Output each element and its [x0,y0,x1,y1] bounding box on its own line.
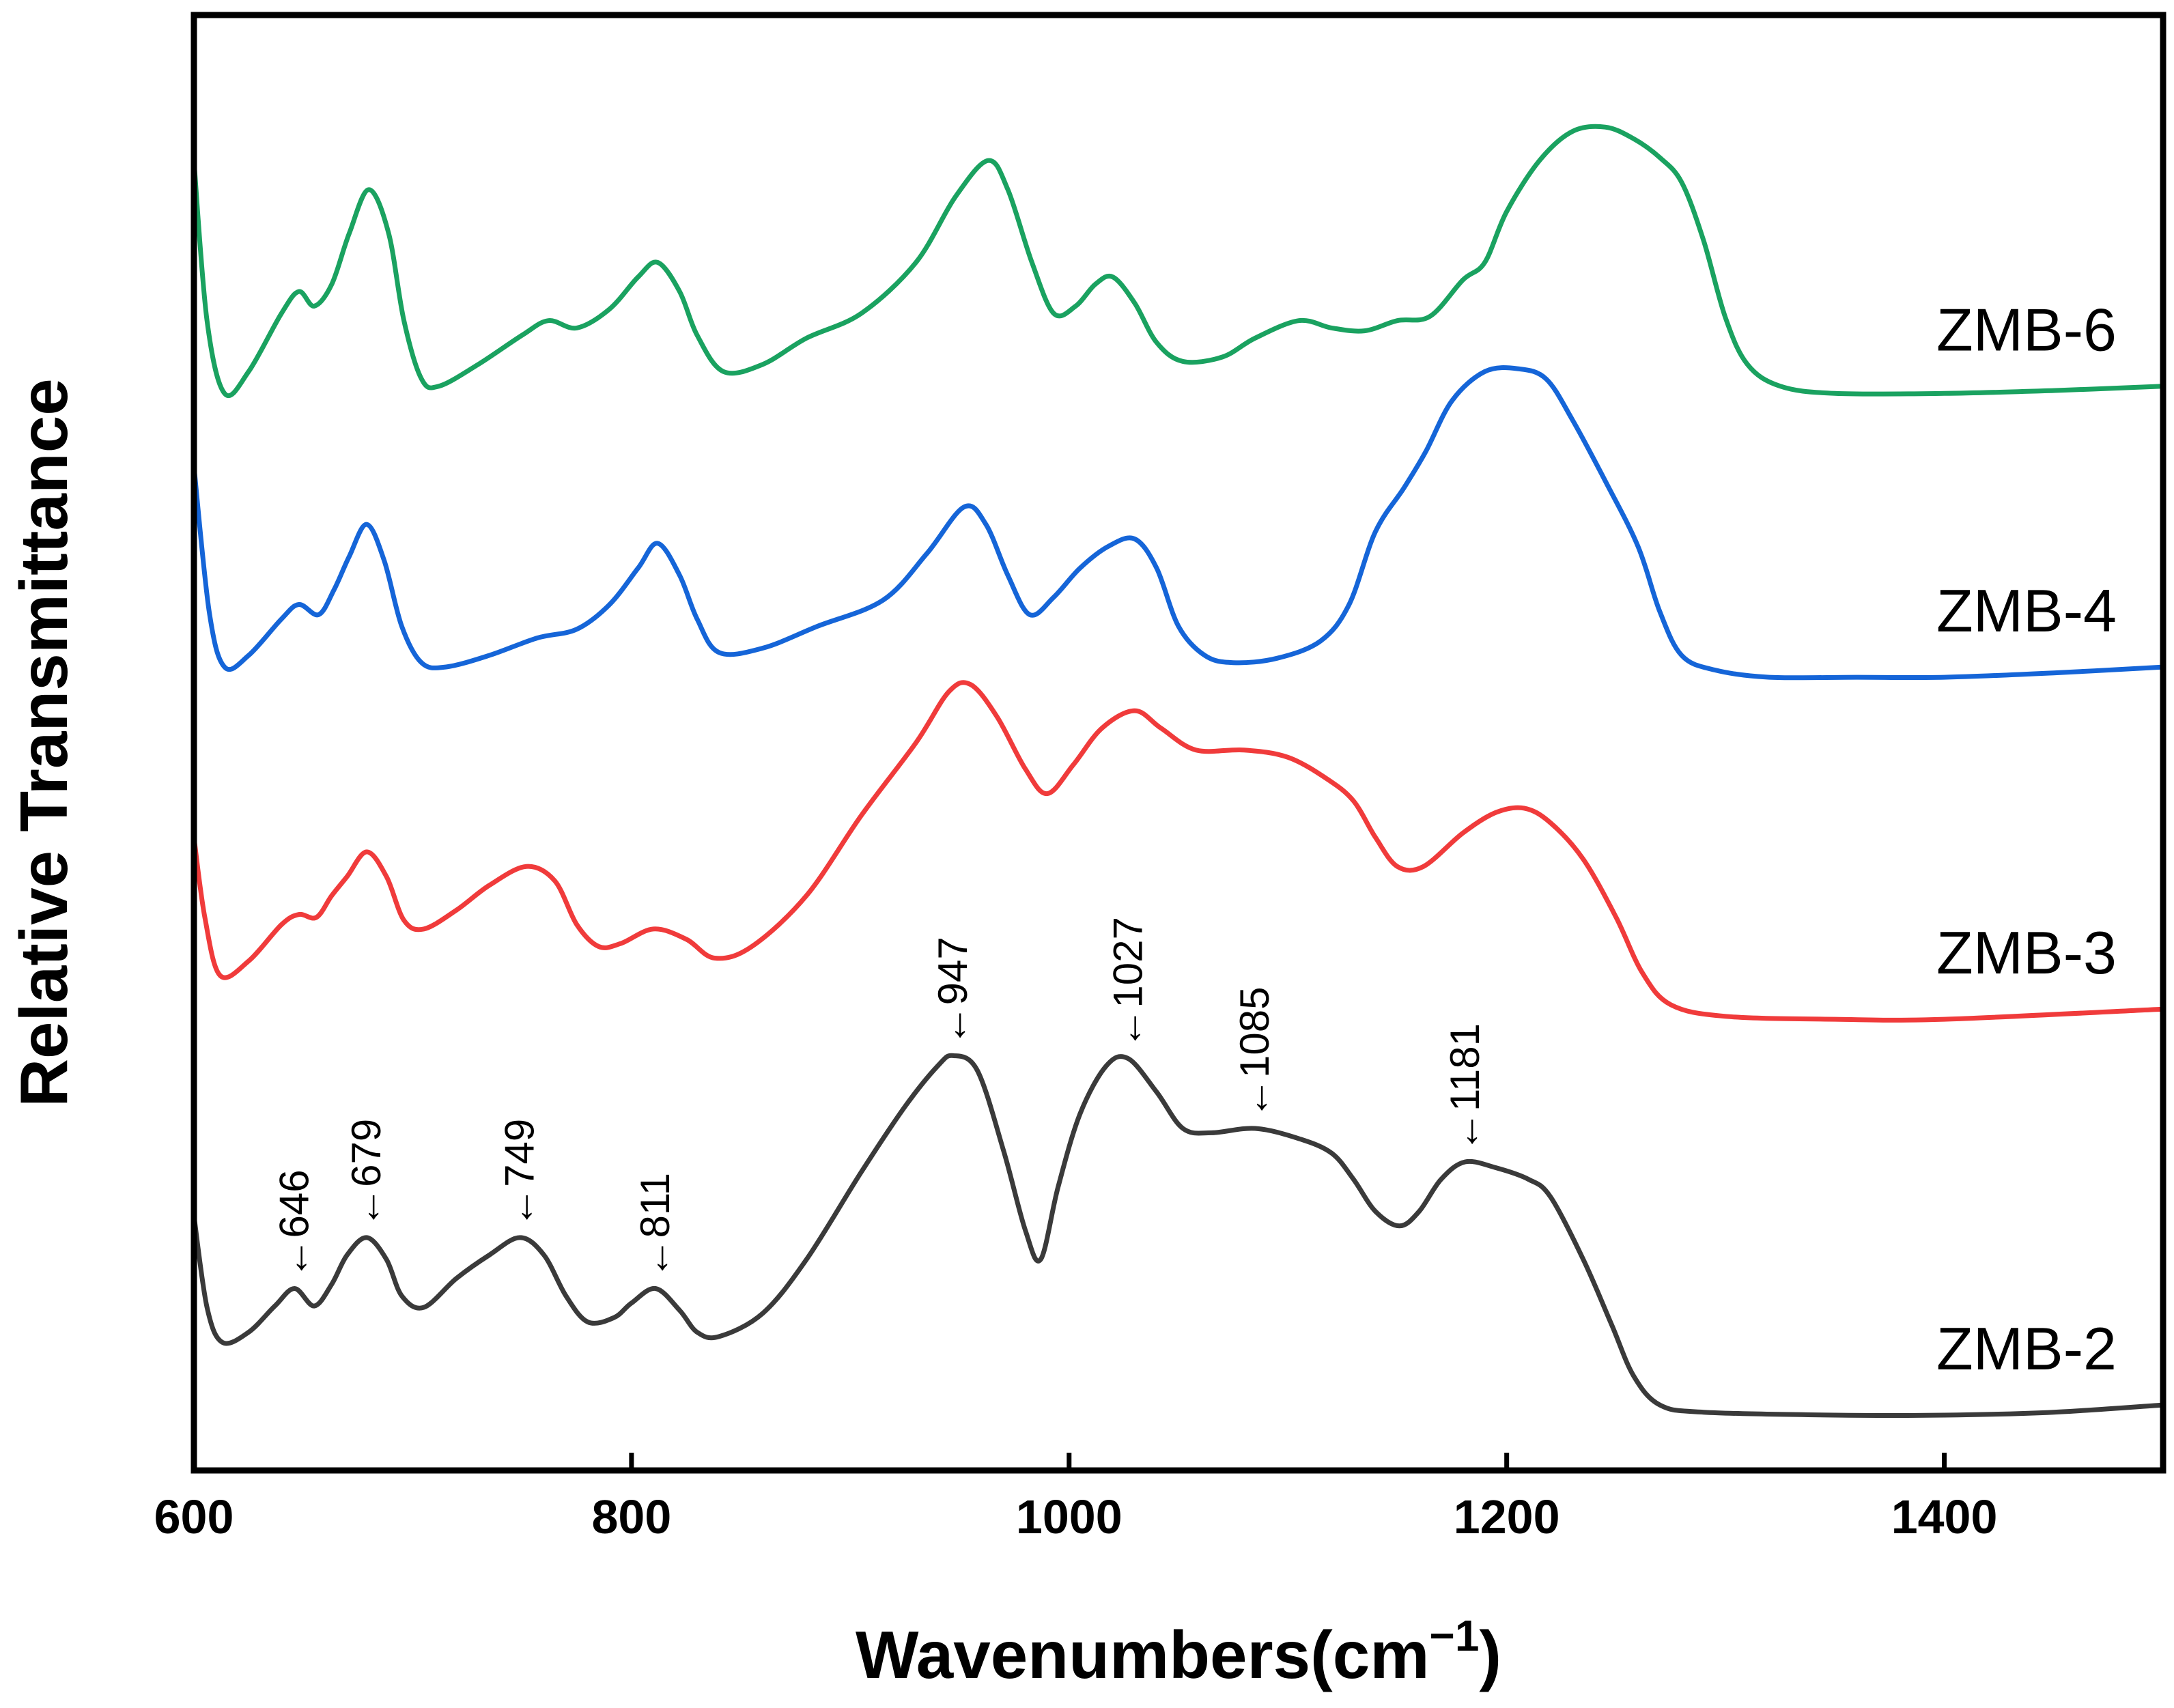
plot-frame [190,12,2166,1474]
series-label-zmb-2: ZMB-2 [1936,1315,2117,1382]
series-label-zmb-6: ZMB-6 [1936,296,2117,364]
x-tick-label: 800 [591,1490,671,1543]
x-axis-title-superscript: −1 [1429,1611,1479,1660]
peak-annotation-811: ←811 [632,1173,678,1279]
y-axis-title: Relative Transmittance [6,378,81,1107]
peak-annotation-layer: ←646 ←679 ←749 ←811 ←947 ←1027 ←1085 ←1181 [271,917,1487,1279]
peak-annotation-749: ←749 [497,1119,543,1228]
series-line-zmb-4 [191,365,2166,681]
peak-annotation-679: ←679 [343,1119,389,1228]
x-axis-title: Wavenumbers(cm−1) [856,1611,1501,1692]
peak-annotation-646: ←646 [271,1169,317,1279]
series-label-zmb-3: ZMB-3 [1936,919,2117,986]
series-label-zmb-4: ZMB-4 [1936,577,2117,644]
x-axis-title-close: ) [1479,1617,1501,1692]
x-tick-label: 1200 [1454,1490,1560,1543]
x-axis-title-main: Wavenumbers(cm [856,1617,1430,1692]
peak-annotation-947: ←947 [930,937,976,1046]
series-layer [191,124,2166,1419]
peak-annotation-1085: ←1085 [1232,987,1277,1119]
x-axis-ticks: 600 800 1000 1200 1400 [154,1453,1998,1543]
series-label-layer: ZMB-6 ZMB-4 ZMB-3 ZMB-2 [1936,296,2117,1382]
series-line-zmb-3 [191,680,2166,1023]
x-tick-label: 1000 [1016,1490,1123,1543]
x-tick-label: 1400 [1891,1490,1998,1543]
x-tick-label: 600 [154,1490,234,1543]
peak-annotation-1027: ←1027 [1105,917,1150,1049]
series-line-zmb-2 [191,1053,2166,1419]
peak-annotation-1181: ←1181 [1442,1023,1488,1152]
series-line-zmb-6 [191,124,2166,399]
